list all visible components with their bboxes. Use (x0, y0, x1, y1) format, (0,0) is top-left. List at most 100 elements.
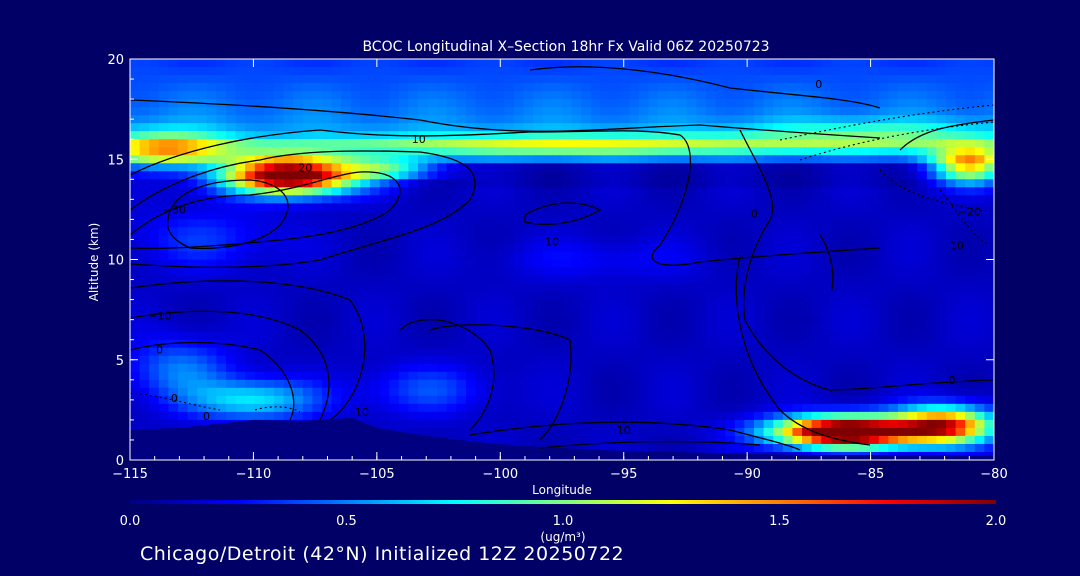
heatmap-cell (360, 131, 371, 140)
heatmap-cell (446, 227, 457, 237)
heatmap-cell (840, 251, 851, 261)
heatmap-cell (456, 115, 467, 124)
heatmap-cell (926, 155, 937, 164)
heatmap-cell (494, 291, 505, 301)
heatmap-cell (859, 259, 870, 269)
heatmap-cell (859, 411, 870, 421)
heatmap-cell (475, 203, 486, 212)
heatmap-cell (494, 307, 505, 317)
heatmap-cell (907, 291, 918, 301)
heatmap-cell (158, 315, 169, 325)
heatmap-cell (245, 139, 256, 148)
heatmap-cell (446, 203, 457, 212)
heatmap-cell (379, 291, 390, 301)
heatmap-cell (235, 371, 246, 381)
heatmap-cell (667, 243, 678, 253)
heatmap-cell (648, 131, 659, 140)
heatmap-cell (706, 179, 717, 188)
x-tick-label: −105 (359, 467, 395, 482)
heatmap-cell (610, 259, 621, 269)
heatmap-cell (149, 139, 160, 148)
heatmap-cell (629, 139, 640, 148)
heatmap-cell (725, 235, 736, 245)
heatmap-cell (581, 435, 592, 445)
heatmap-cell (840, 355, 851, 365)
heatmap-cell (235, 107, 246, 116)
heatmap-cell (542, 419, 553, 429)
heatmap-cell (590, 347, 601, 357)
heatmap-cell (226, 211, 237, 220)
heatmap-cell (437, 243, 448, 253)
heatmap-cell (235, 275, 246, 285)
heatmap-cell (715, 323, 726, 333)
heatmap-cell (629, 299, 640, 309)
heatmap-cell (235, 259, 246, 269)
heatmap-cell (475, 83, 486, 92)
heatmap-cell (725, 75, 736, 84)
heatmap-cell (850, 83, 861, 92)
heatmap-cell (456, 371, 467, 381)
heatmap-cell (456, 395, 467, 405)
heatmap-cell (734, 59, 745, 68)
heatmap-cell (485, 387, 496, 397)
heatmap-cell (264, 395, 275, 405)
heatmap-cell (907, 435, 918, 445)
heatmap-cell (725, 91, 736, 100)
heatmap-cell (408, 331, 419, 341)
heatmap-cell (370, 363, 381, 373)
heatmap-cell (629, 307, 640, 317)
heatmap-cell (494, 315, 505, 325)
heatmap-cell (754, 179, 765, 188)
contour-label: 10 (355, 406, 369, 419)
heatmap-cell (149, 419, 160, 429)
heatmap-cell (514, 275, 525, 285)
heatmap-cell (734, 163, 745, 172)
heatmap-cell (898, 323, 909, 333)
heatmap-cell (235, 67, 246, 76)
heatmap-cell (965, 299, 976, 309)
heatmap-cell (667, 347, 678, 357)
heatmap-cell (389, 227, 400, 237)
heatmap-cell (437, 227, 448, 237)
heatmap-cell (254, 275, 265, 285)
heatmap-cell (264, 387, 275, 397)
heatmap-cell (370, 379, 381, 389)
heatmap-cell (533, 155, 544, 164)
heatmap-cell (274, 195, 285, 204)
heatmap-cell (638, 139, 649, 148)
heatmap-cell (974, 171, 985, 180)
heatmap-cell (744, 443, 755, 453)
heatmap-cell (418, 267, 429, 277)
heatmap-cell (946, 83, 957, 92)
x-axis-label: Longitude (532, 483, 592, 497)
heatmap-cell (187, 179, 198, 188)
heatmap-cell (408, 171, 419, 180)
heatmap-cell (504, 179, 515, 188)
heatmap-cell (418, 419, 429, 429)
heatmap-cell (898, 203, 909, 212)
heatmap-cell (725, 323, 736, 333)
heatmap-cell (235, 363, 246, 373)
heatmap-cell (264, 227, 275, 237)
heatmap-cell (840, 155, 851, 164)
heatmap-cell (965, 131, 976, 140)
heatmap-cell (955, 443, 966, 453)
heatmap-cell (610, 227, 621, 237)
heatmap-cell (437, 219, 448, 229)
heatmap-cell (235, 59, 246, 68)
heatmap-cell (706, 403, 717, 413)
heatmap-cell (178, 203, 189, 212)
heatmap-cell (379, 195, 390, 204)
heatmap-cell (293, 131, 304, 140)
heatmap-cell (504, 147, 515, 156)
heatmap-cell (677, 171, 688, 180)
heatmap-cell (725, 115, 736, 124)
heatmap-cell (264, 107, 275, 116)
heatmap-cell (130, 403, 141, 413)
heatmap-cell (686, 379, 697, 389)
heatmap-cell (926, 115, 937, 124)
heatmap-cell (590, 251, 601, 261)
heatmap-cell (322, 371, 333, 381)
heatmap-cell (437, 123, 448, 132)
heatmap-cell (187, 139, 198, 148)
